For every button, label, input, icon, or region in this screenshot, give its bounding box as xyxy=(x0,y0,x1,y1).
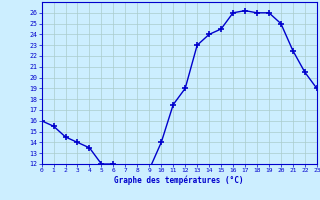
X-axis label: Graphe des températures (°C): Graphe des températures (°C) xyxy=(115,176,244,185)
